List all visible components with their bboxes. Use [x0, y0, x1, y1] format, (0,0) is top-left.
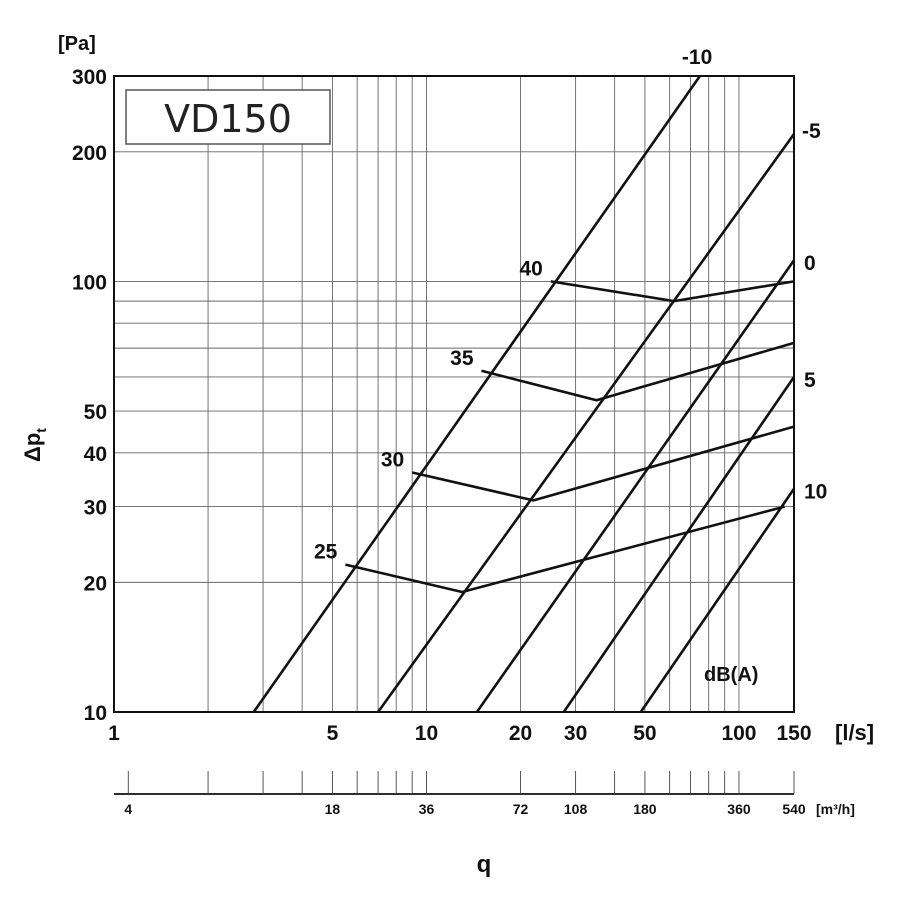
noise-label: 35	[450, 347, 474, 370]
x-tick-label: 20	[509, 722, 532, 745]
grid-layer	[113, 75, 795, 795]
x-tick-label: 150	[776, 722, 811, 745]
damper-line	[562, 376, 796, 713]
y-unit-label: [Pa]	[58, 33, 96, 55]
x2-tick-label: 4	[124, 801, 132, 817]
y-tick-label: 50	[84, 401, 107, 424]
x2-tick-label: 72	[513, 801, 529, 817]
noise-label: 25	[314, 541, 338, 564]
x2-tick-label: 360	[727, 801, 751, 817]
damper-label: 5	[804, 369, 816, 392]
y-tick-label: 300	[72, 66, 107, 89]
x-tick-label: 100	[721, 722, 756, 745]
y-tick-label: 100	[72, 271, 107, 294]
chart-title: VD150	[164, 97, 292, 141]
x2-tick-label: 18	[325, 801, 341, 817]
damper-label: 0	[804, 252, 816, 275]
x-tick-label: 5	[327, 722, 339, 745]
x-tick-label: 30	[564, 722, 587, 745]
title-box	[125, 89, 331, 145]
y-tick-label: 200	[72, 142, 107, 165]
y-tick-label: 20	[84, 572, 107, 595]
y-tick-label: 10	[84, 702, 107, 725]
damper-label: -10	[682, 46, 712, 69]
x-tick-label: 10	[415, 722, 438, 745]
noise-curve	[481, 341, 795, 402]
noise-label: 30	[381, 448, 404, 471]
noise-curve	[345, 505, 785, 594]
damper-label: 10	[804, 481, 827, 504]
x2-tick-label: 180	[633, 801, 657, 817]
x-axis-label: q	[477, 851, 492, 878]
noise-label: 40	[519, 257, 542, 280]
x2-unit-label: [m³/h]	[816, 801, 855, 817]
noise-curve	[411, 425, 795, 502]
svg-text:Δpt: Δpt	[20, 428, 49, 462]
y-axis-label-group: Δpt	[20, 428, 49, 462]
x2-tick-label: 36	[419, 801, 435, 817]
y-axis-label-subscript: t	[33, 428, 49, 433]
noise-curve	[550, 280, 795, 303]
x2-tick-label: 540	[782, 801, 806, 817]
y-axis-label: Δp	[20, 433, 45, 462]
x-unit-label: [l/s]	[835, 720, 874, 745]
y-tick-label: 40	[84, 443, 107, 466]
damper-line	[252, 75, 701, 713]
damper-line	[475, 259, 796, 713]
noise-unit-label: dB(A)	[704, 664, 758, 686]
damper-label: -5	[802, 120, 821, 143]
damper-line	[377, 133, 796, 713]
x2-tick-label: 108	[564, 801, 588, 817]
series-layer	[252, 75, 796, 713]
x-tick-label: 1	[108, 722, 120, 745]
y-tick-label: 30	[84, 497, 107, 520]
x-tick-label: 50	[633, 722, 656, 745]
plot-frame	[113, 75, 795, 713]
damper-line	[639, 488, 796, 713]
